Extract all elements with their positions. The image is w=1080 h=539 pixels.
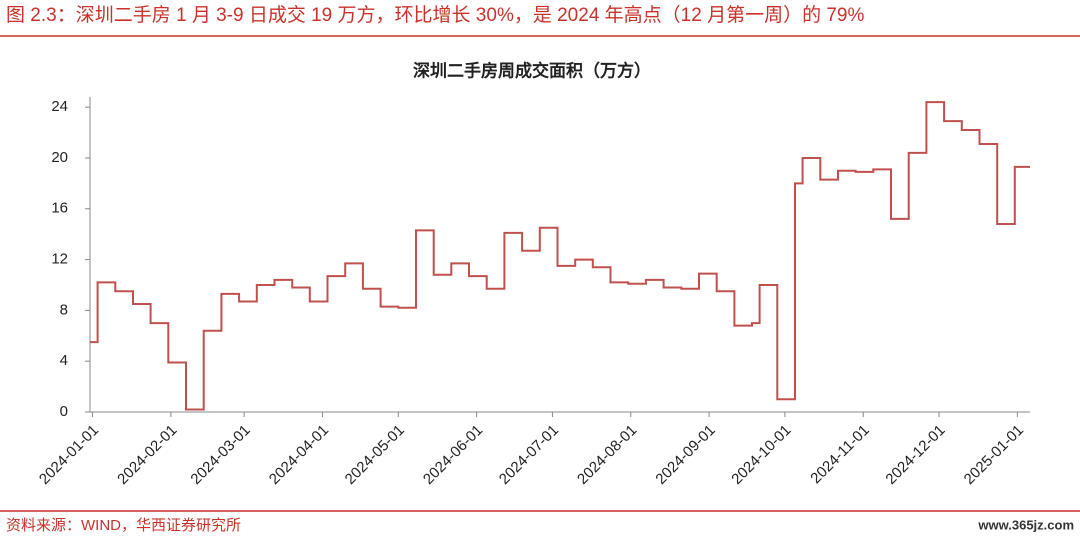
- x-tick-label: 2024-10-01: [728, 422, 794, 488]
- watermark: www.365jz.com: [977, 517, 1074, 532]
- y-tick-label: 0: [60, 403, 68, 420]
- y-tick-label: 20: [51, 149, 68, 166]
- x-tick-label: 2024-06-01: [420, 422, 486, 488]
- y-tick-label: 12: [51, 251, 68, 268]
- x-tick-label: 2024-07-01: [496, 422, 562, 488]
- x-tick-label: 2025-01-01: [961, 422, 1027, 488]
- y-tick-label: 16: [51, 200, 68, 217]
- x-tick-label: 2024-04-01: [266, 422, 332, 488]
- x-tick-label: 2024-05-01: [342, 422, 408, 488]
- chart-title: 深圳二手房周成交面积（万方）: [413, 60, 651, 80]
- x-tick-label: 2024-08-01: [574, 422, 640, 488]
- source: 资料来源：WIND，华西证券研究所: [6, 517, 241, 534]
- y-tick-label: 4: [60, 352, 68, 369]
- y-tick-label: 24: [51, 98, 68, 115]
- x-tick-label: 2024-09-01: [652, 422, 718, 488]
- x-tick-label: 2024-11-01: [807, 422, 872, 487]
- y-tick-label: 8: [60, 301, 68, 318]
- x-tick-label: 2024-12-01: [882, 422, 948, 488]
- line: [90, 101, 1030, 411]
- x-tick-label: 2024-01-01: [36, 422, 102, 488]
- x-tick-label: 2024-02-01: [114, 422, 180, 488]
- figure-title: 图 2.3：深圳二手房 1 月 3-9 日成交 19 万方，环比增长 30%，是…: [6, 4, 864, 26]
- x-tick-label: 2024-03-01: [187, 422, 253, 488]
